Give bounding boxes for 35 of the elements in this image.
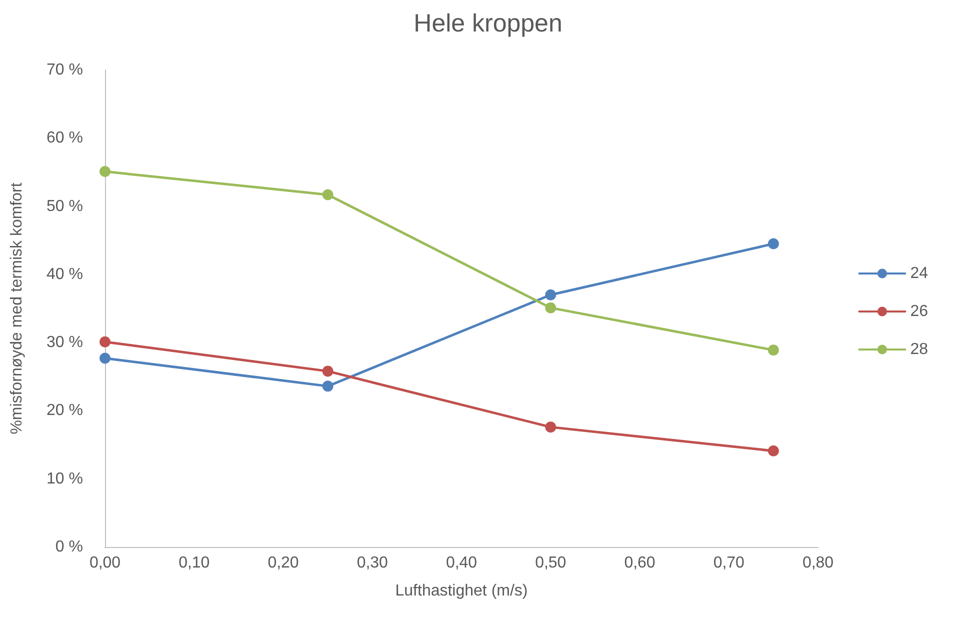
y-tick-label: 10 % bbox=[46, 470, 83, 488]
x-axis-title: Lufthastighet (m/s) bbox=[395, 582, 528, 600]
y-tick-label: 50 % bbox=[46, 198, 83, 215]
point bbox=[100, 166, 110, 178]
x-tick-label: 0,60 bbox=[624, 554, 656, 572]
point bbox=[545, 302, 556, 314]
x-tick-label: 0,30 bbox=[356, 554, 388, 572]
x-tick-label: 0,70 bbox=[713, 554, 745, 572]
legend-label: 26 bbox=[910, 303, 928, 320]
point bbox=[100, 336, 110, 348]
point bbox=[545, 422, 556, 433]
point bbox=[100, 352, 110, 364]
x-tick-label: 0,20 bbox=[268, 554, 299, 572]
y-tick-label: 20 % bbox=[46, 402, 83, 420]
point bbox=[545, 289, 556, 300]
point bbox=[768, 238, 779, 250]
x-tick-label: 0,40 bbox=[446, 554, 478, 572]
y-tick-label: 60 % bbox=[46, 130, 83, 147]
x-tick-label: 0,80 bbox=[802, 554, 834, 572]
chart-title: Hele kroppen bbox=[414, 10, 562, 38]
y-tick-label: 70 % bbox=[46, 62, 83, 78]
point bbox=[768, 344, 779, 356]
y-axis-title: %misfornøyde med termisk komfort bbox=[8, 182, 26, 434]
legend-label: 28 bbox=[910, 341, 928, 358]
x-tick-label: 0,00 bbox=[89, 554, 121, 572]
y-tick-label: 40 % bbox=[46, 266, 83, 283]
x-tick-label: 0,50 bbox=[535, 554, 566, 572]
y-tick-label: 30 % bbox=[46, 334, 83, 352]
point bbox=[322, 366, 334, 377]
x-tick-label: 0,10 bbox=[178, 554, 210, 572]
point bbox=[322, 380, 334, 392]
y-tick-label: 0 % bbox=[55, 538, 83, 556]
legend-label: 24 bbox=[910, 265, 928, 282]
point bbox=[768, 445, 779, 456]
point bbox=[322, 189, 334, 200]
